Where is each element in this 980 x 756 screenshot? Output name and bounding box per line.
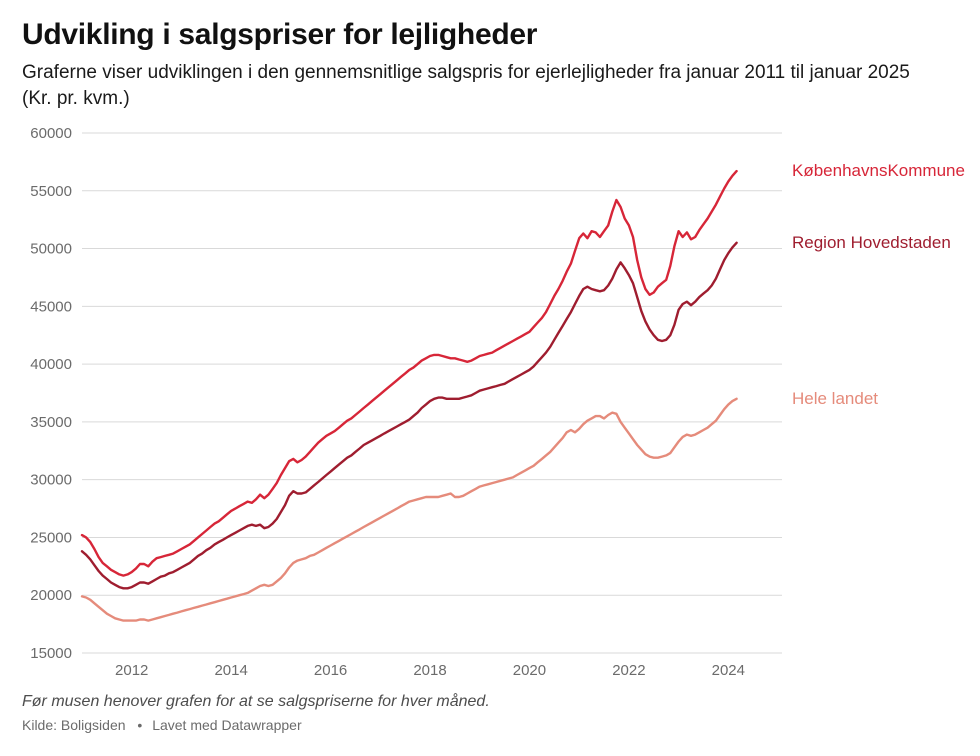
plot-area: 1500020000250003000035000400004500050000… <box>82 133 782 653</box>
chart-source-line: Kilde: Boligsiden Lavet med Datawrapper <box>22 717 958 733</box>
x-axis-labels: 2012 2014 2016 2018 2020 2022 2024 <box>115 662 745 679</box>
chart-footer: Før musen henover grafen for at se salgs… <box>22 693 958 733</box>
svg-text:50000: 50000 <box>30 241 72 258</box>
svg-text:40000: 40000 <box>30 356 72 373</box>
svg-text:2012: 2012 <box>115 662 148 679</box>
svg-text:2020: 2020 <box>513 662 546 679</box>
line-landet <box>82 399 737 621</box>
series-label-hovedstaden: Region Hovedstaden <box>792 233 951 253</box>
chart-title: Udvikling i salgspriser for lejligheder <box>22 18 958 52</box>
svg-text:30000: 30000 <box>30 472 72 489</box>
svg-text:2018: 2018 <box>413 662 446 679</box>
svg-text:55000: 55000 <box>30 183 72 200</box>
line-kobenhavn <box>82 171 737 575</box>
svg-text:45000: 45000 <box>30 299 72 316</box>
svg-text:15000: 15000 <box>30 645 72 662</box>
series-label-kobenhavn: KøbenhavnsKommune <box>792 161 965 181</box>
source-label: Kilde: Boligsiden <box>22 717 126 733</box>
chart-subtitle: Graferne viser udviklingen i den gennems… <box>22 60 922 111</box>
chart-note: Før musen henover grafen for at se salgs… <box>22 693 958 711</box>
svg-text:25000: 25000 <box>30 530 72 547</box>
plot-svg: 1500020000250003000035000400004500050000… <box>82 133 782 653</box>
svg-text:60000: 60000 <box>30 125 72 142</box>
credit-label: Lavet med Datawrapper <box>152 717 301 733</box>
line-hovedstaden <box>82 243 737 589</box>
svg-text:2022: 2022 <box>612 662 645 679</box>
separator-dot-icon <box>129 717 148 733</box>
chart-area[interactable]: 15000 20000 25000 30000 35000 40000 45000 50000… <box>22 125 958 685</box>
svg-text:35000: 35000 <box>30 414 72 431</box>
svg-text:2014: 2014 <box>214 662 247 679</box>
svg-text:20000: 20000 <box>30 588 72 605</box>
chart-container: Udvikling i salgspriser for lejligheder … <box>0 0 980 756</box>
series-label-landet: Hele landet <box>792 389 878 409</box>
line-series-group <box>82 171 737 620</box>
svg-text:2024: 2024 <box>712 662 745 679</box>
svg-text:2016: 2016 <box>314 662 347 679</box>
